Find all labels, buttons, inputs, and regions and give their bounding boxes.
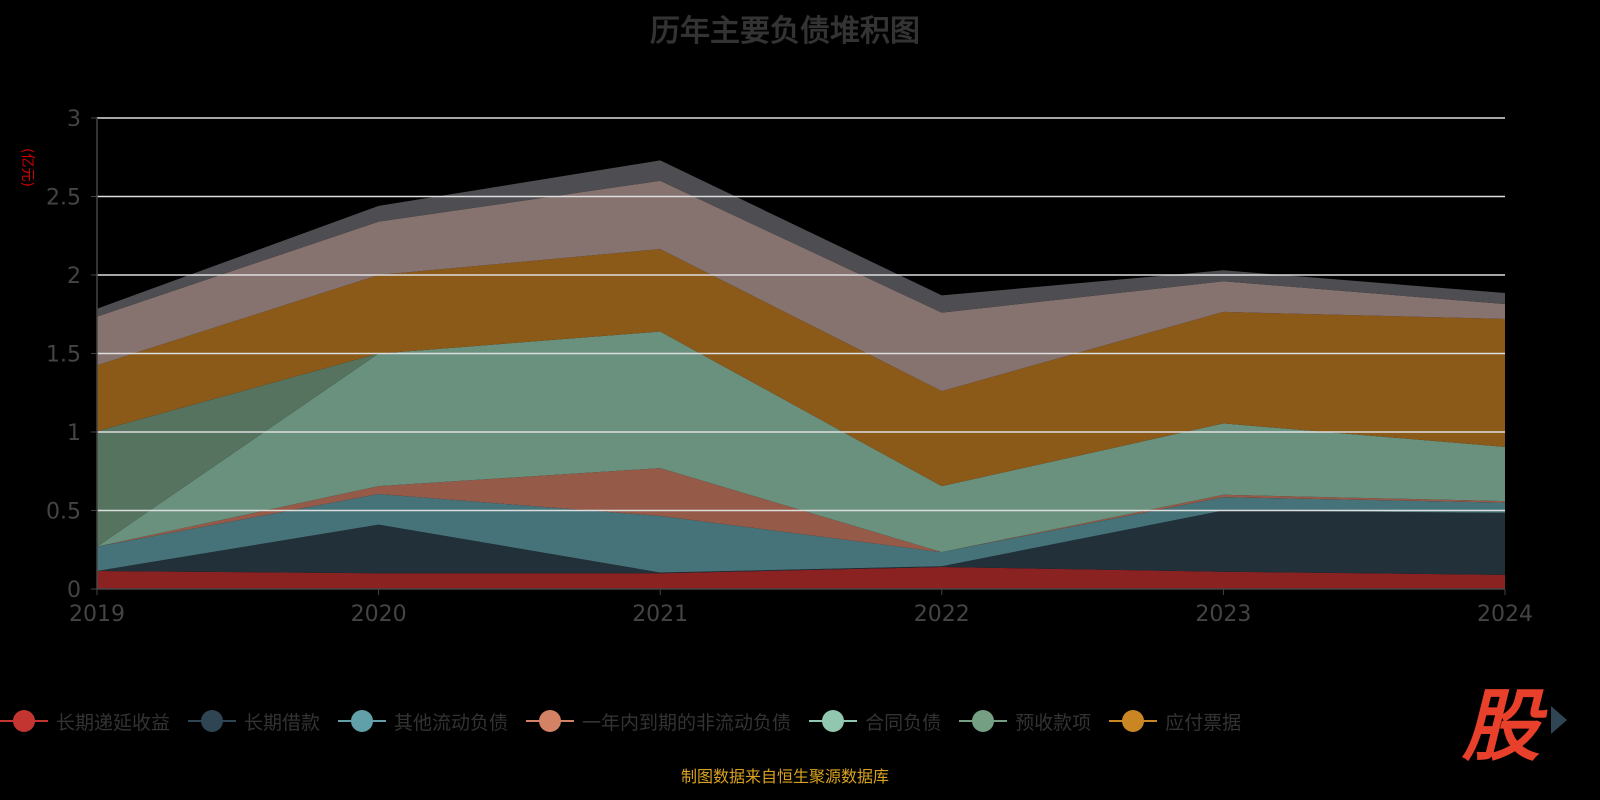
legend-marker-icon [188,709,237,733]
area-series-0 [97,567,1505,589]
legend-item[interactable]: 应付票据 [1109,708,1241,735]
legend-item[interactable]: 合同负债 [809,708,941,735]
y-tick-label: 2 [67,264,81,289]
area-series-6 [97,249,1505,487]
area-series-8 [97,160,1505,317]
y-tick-label: 1.5 [46,343,81,368]
legend: 长期递延收益 长期借款 其他流动负债 一年内到期的非流动负债 合同负债 预收款项 应付票据 [0,706,1259,736]
legend-label: 长期递延收益 [56,711,171,734]
x-tick-label: 2024 [1477,602,1533,627]
chart-title: 历年主要负债堆积图 [650,14,920,49]
legend-marker-icon [0,709,48,733]
legend-label: 一年内到期的非流动负债 [582,711,792,734]
legend-marker-icon [338,709,387,733]
y-tick-label: 0.5 [46,500,81,525]
legend-next-page-arrow-icon[interactable] [1551,706,1567,734]
watermark-logo: 股 [1462,682,1541,772]
area-series-1 [97,510,1505,575]
legend-marker-icon [959,709,1008,733]
x-tick-label: 2023 [1195,602,1251,627]
legend-item[interactable]: 长期借款 [188,708,320,735]
legend-item[interactable]: 预收款项 [959,708,1091,735]
legend-marker-icon [1109,709,1158,733]
y-tick-label: 3 [67,107,81,132]
area-series-7 [97,180,1505,392]
legend-item[interactable]: 长期递延收益 [0,708,170,735]
x-tick-label: 2020 [351,602,407,627]
legend-marker-icon [526,709,575,733]
y-tick-label: 0 [67,578,81,603]
area-series-2 [97,494,1505,573]
legend-marker-icon [809,709,858,733]
legend-label: 预收款项 [1015,711,1092,734]
legend-item[interactable]: 其他流动负债 [338,708,508,735]
legend-item[interactable]: 一年内到期的非流动负债 [526,708,791,735]
legend-label: 合同负债 [865,711,942,734]
x-tick-label: 2019 [69,602,125,627]
legend-label: 其他流动负债 [394,711,509,734]
y-tick-label: 1 [67,421,81,446]
legend-label: 应付票据 [1165,711,1242,734]
x-tick-label: 2021 [632,602,688,627]
legend-label: 长期借款 [244,711,321,734]
y-tick-label: 2.5 [46,186,81,211]
area-series-4 [97,331,1505,553]
data-source-note: 制图数据来自恒生聚源数据库 [680,767,889,786]
x-tick-label: 2022 [914,602,970,627]
